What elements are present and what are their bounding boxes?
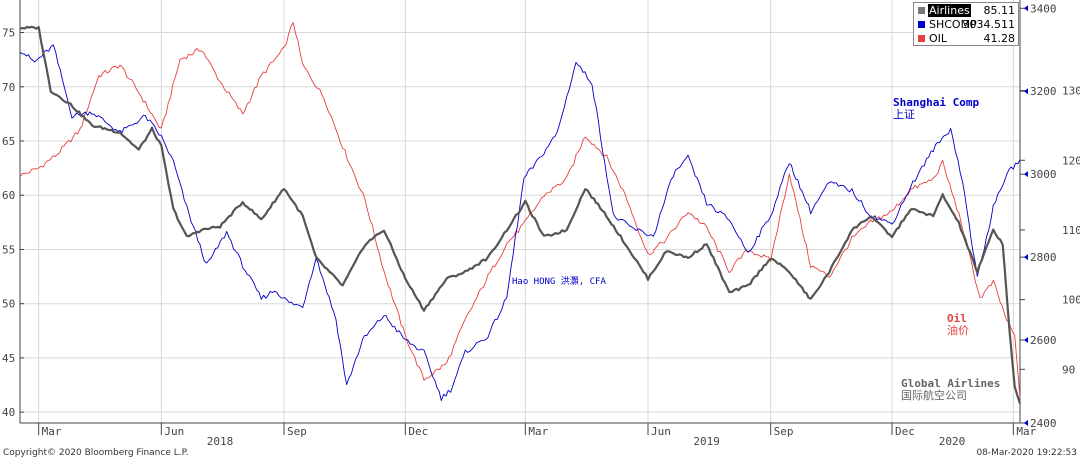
left-tick-label: 75 — [2, 27, 15, 40]
x-year-label: 2018 — [207, 435, 234, 448]
timestamp: 08-Mar-2020 19:22:53 — [976, 448, 1077, 458]
legend-item-oil: OIL 41.28 — [914, 32, 1018, 45]
oil-label-zh: 油价 — [947, 323, 969, 337]
x-tick-label: Jun — [651, 425, 671, 438]
right-outer-marker — [1024, 420, 1028, 426]
legend-name-shcomp: SHCOMP — [929, 18, 977, 31]
right-outer-axis: 2400 2600 2800 3000 3200 3400 — [1020, 2, 1057, 430]
legend-value-airlines: 85.11 — [983, 4, 1016, 17]
legend-item-shcomp: SHCOMP 3034.511 — [914, 18, 1018, 31]
author-credit: Hao HONG 洪灝, CFA — [512, 275, 606, 287]
right-inner-tick-label: 120 — [1062, 154, 1080, 167]
right-inner-tick-label: 130 — [1062, 85, 1080, 98]
grid — [20, 0, 1020, 423]
series-line-shcomp — [19, 44, 1021, 402]
legend-value-oil: 41.28 — [983, 32, 1016, 45]
right-outer-marker — [1024, 254, 1028, 261]
right-inner-axis: 90 100 110 120 130 — [1020, 85, 1080, 376]
x-tick-label: Mar — [1016, 425, 1036, 438]
plot-frame — [19, 0, 1021, 424]
right-inner-tick-label: 100 — [1062, 294, 1080, 307]
right-outer-marker — [1024, 171, 1028, 178]
right-outer-tick-label: 2400 — [1030, 417, 1057, 430]
legend-item-airlines: Airlines 85.11 — [914, 4, 1018, 17]
shanghai-label-en: Shanghai Comp — [893, 96, 979, 109]
legend-name-oil: OIL — [929, 32, 948, 45]
legend-name-airlines: Airlines — [928, 4, 971, 17]
x-axis: Mar Jun Sep Dec Mar Jun Sep Dec Mar 2018 2019 2020 — [38, 423, 1037, 448]
shanghai-label-zh: 上证 — [893, 108, 915, 121]
legend: Airlines 85.11 SHCOMP 3034.511 OIL 41.28 — [913, 2, 1019, 46]
series-line-airlines — [19, 25, 1022, 404]
right-outer-tick-label: 3400 — [1030, 2, 1057, 15]
left-tick-label: 55 — [2, 243, 15, 256]
right-inner-tick-label: 90 — [1062, 363, 1075, 376]
x-tick-label: Dec — [895, 425, 915, 438]
left-tick-label: 50 — [2, 298, 15, 311]
airlines-label-en: Global Airlines — [901, 377, 1000, 390]
right-inner-tick-label: 110 — [1062, 224, 1080, 237]
shcomp-swatch — [918, 21, 925, 28]
left-tick-label: 45 — [2, 352, 15, 365]
left-tick-label: 70 — [2, 81, 15, 94]
right-outer-marker — [1024, 5, 1028, 12]
left-tick-label: 60 — [2, 189, 15, 202]
x-tick-label: Mar — [528, 425, 548, 438]
right-outer-tick-label: 3000 — [1030, 168, 1057, 181]
x-tick-label: Sep — [287, 425, 307, 438]
x-tick-label: Mar — [42, 425, 62, 438]
left-axis: 40 45 50 55 60 65 70 75 — [2, 27, 24, 419]
series-layer — [19, 22, 1022, 404]
oil-label-en: Oil — [947, 312, 967, 325]
series-line-oil — [19, 22, 1021, 399]
right-outer-tick-label: 2600 — [1030, 334, 1057, 347]
right-outer-marker — [1024, 88, 1028, 95]
x-year-label: 2019 — [693, 435, 720, 448]
annotation-layer: Shanghai Comp 上证 Hao HONG 洪灝, CFA Oil 油价… — [512, 96, 1000, 402]
right-outer-tick-label: 3200 — [1030, 85, 1057, 98]
airlines-swatch — [918, 7, 925, 14]
legend-value-shcomp: 3034.511 — [962, 18, 1016, 31]
copyright: Copyright© 2020 Bloomberg Finance L.P. — [3, 448, 189, 458]
left-tick-label: 40 — [2, 406, 15, 419]
x-tick-label: Sep — [774, 425, 794, 438]
right-outer-tick-label: 2800 — [1030, 251, 1057, 264]
left-tick-label: 65 — [2, 135, 15, 148]
oil-swatch — [918, 35, 925, 42]
x-tick-label: Dec — [408, 425, 428, 438]
x-tick-label: Jun — [164, 425, 184, 438]
right-outer-marker — [1024, 337, 1028, 344]
airlines-label-zh: 国际航空公司 — [901, 388, 967, 402]
x-year-label: 2020 — [939, 435, 966, 448]
